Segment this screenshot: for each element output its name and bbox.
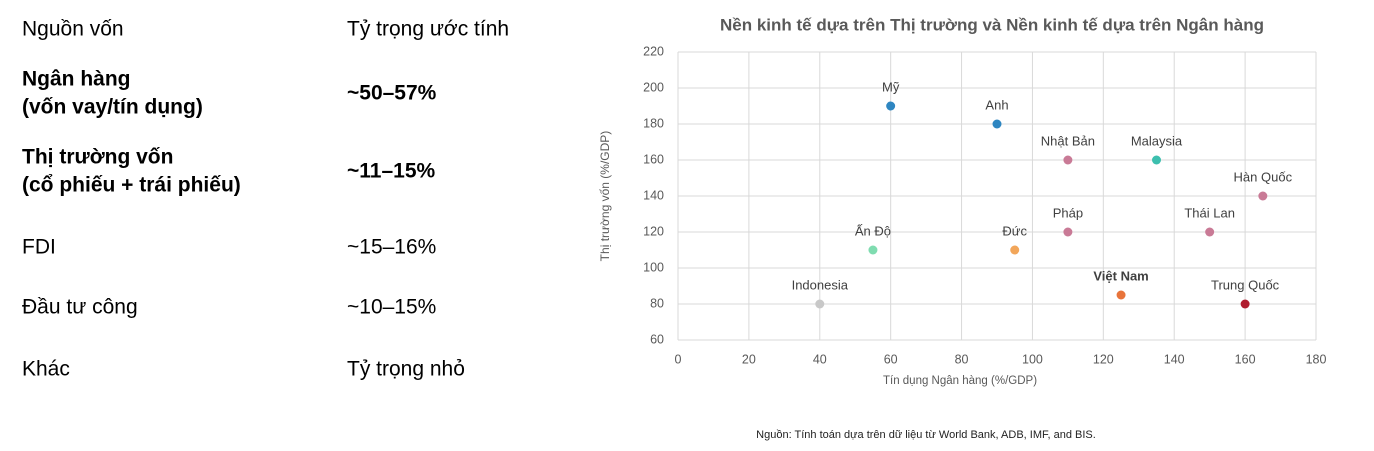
point-label: Pháp — [1053, 205, 1083, 220]
point — [868, 245, 878, 255]
table-cell: Khác — [22, 358, 70, 381]
table-header: Tỷ trọng ước tính — [347, 18, 509, 41]
table-cell: ~15–16% — [347, 236, 436, 259]
point — [815, 299, 825, 309]
point — [1258, 191, 1268, 201]
y-tick-label: 200 — [643, 80, 664, 94]
table-cell: Thị trường vốn — [22, 146, 173, 169]
source-note: Nguồn: Tính toán dựa trên dữ liệu từ Wor… — [756, 429, 1096, 441]
point — [1063, 227, 1073, 237]
point-label: Ấn Độ — [855, 223, 891, 238]
point-label: Anh — [985, 97, 1008, 112]
point-label: Malaysia — [1131, 133, 1183, 148]
point — [1116, 290, 1126, 300]
point — [1152, 155, 1161, 165]
point-label: Indonesia — [792, 277, 849, 292]
table-cell: FDI — [22, 236, 56, 259]
y-tick-label: 60 — [650, 332, 664, 346]
x-tick-label: 120 — [1093, 352, 1114, 366]
table-cell: (vốn vay/tín dụng) — [22, 96, 203, 119]
y-tick-label: 120 — [643, 224, 664, 238]
point — [992, 119, 1002, 129]
chart-title: Nền kinh tế dựa trên Thị trường và Nền k… — [720, 15, 1264, 34]
point-label: Trung Quốc — [1211, 277, 1280, 292]
point-label: Đức — [1002, 223, 1027, 238]
x-tick-label: 160 — [1235, 352, 1256, 366]
y-axis-label: Thị trường vốn (%/GDP) — [598, 131, 612, 262]
x-tick-label: 80 — [955, 352, 969, 366]
y-tick-label: 80 — [650, 296, 664, 310]
y-tick-label: 100 — [643, 260, 664, 274]
y-tick-label: 180 — [643, 116, 664, 130]
point — [886, 101, 896, 111]
y-tick-label: 140 — [643, 188, 664, 202]
y-tick-label: 160 — [643, 152, 664, 166]
x-tick-label: 60 — [884, 352, 898, 366]
x-tick-label: 140 — [1164, 352, 1185, 366]
table-header: Nguồn vốn — [22, 18, 124, 41]
table-cell: ~10–15% — [347, 296, 436, 319]
x-axis-label: Tín dụng Ngân hàng (%/GDP) — [883, 375, 1037, 387]
point — [1010, 245, 1020, 255]
table-cell: Tỷ trọng nhỏ — [347, 358, 465, 381]
point-label: Mỹ — [882, 79, 900, 94]
point-label: Việt Nam — [1093, 268, 1148, 283]
table-cell: Ngân hàng — [22, 68, 131, 91]
y-tick-label: 220 — [643, 44, 664, 58]
point — [1063, 155, 1073, 165]
point-label: Thái Lan — [1184, 205, 1235, 220]
x-tick-label: 20 — [742, 352, 756, 366]
x-tick-label: 40 — [813, 352, 827, 366]
x-tick-label: 100 — [1022, 352, 1043, 366]
table-cell: ~50–57% — [347, 82, 437, 105]
point — [1205, 227, 1215, 237]
point-label: Hàn Quốc — [1234, 169, 1293, 184]
table-cell: ~11–15% — [347, 160, 436, 183]
point-label: Nhật Bản — [1041, 133, 1095, 148]
table-cell: (cổ phiếu + trái phiếu) — [22, 174, 241, 197]
table-cell: Đầu tư công — [22, 296, 138, 319]
x-tick-label: 0 — [675, 352, 682, 366]
x-tick-label: 180 — [1306, 352, 1327, 366]
point — [1240, 299, 1250, 309]
